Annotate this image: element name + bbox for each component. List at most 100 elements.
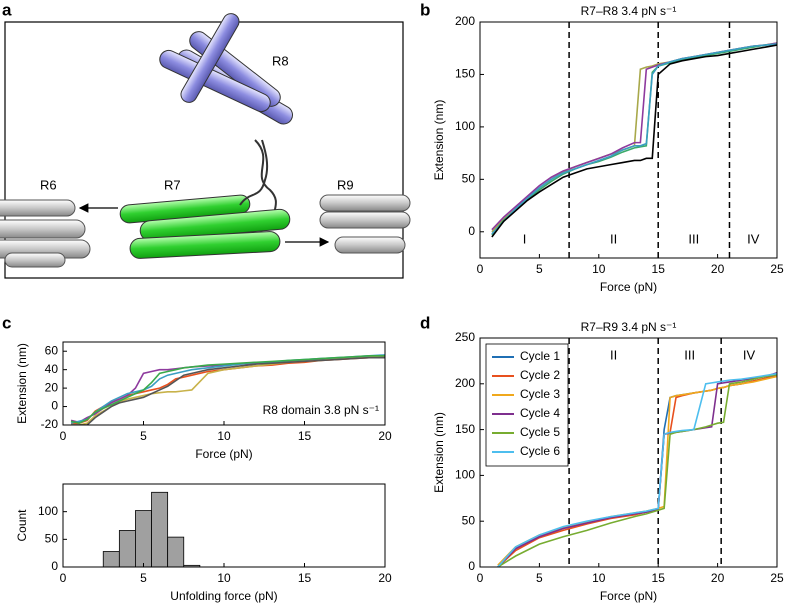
panel-label: b [420,0,430,19]
y-tick-label: 60 [45,343,59,357]
y-tick-label: 200 [455,14,475,28]
y-tick-label: 100 [455,119,475,133]
x-tick-label: 15 [298,429,312,443]
y-axis-label: Count [15,509,29,542]
structure-panel: R8 R6 R7 R9 [0,13,411,279]
region-label: III [688,231,699,246]
data-line [497,375,777,566]
y-tick-label: 0 [468,224,475,238]
data-line [491,43,777,235]
y-tick-label: 100 [455,468,475,482]
legend-label: Cycle 3 [520,387,560,401]
y-tick-label: 50 [45,532,59,546]
x-tick-label: 20 [711,571,725,585]
x-tick-label: 20 [378,571,392,585]
domain-label: R8 [272,53,289,68]
histogram-bar [151,491,169,567]
data-line [491,44,777,238]
chart-title: R7–R8 3.4 pN s⁻¹ [581,4,677,18]
plot-area [491,22,777,258]
x-tick-label: 20 [711,262,725,276]
region-label: IV [743,347,756,362]
data-line [491,43,777,236]
histogram-bar [167,536,185,567]
y-tick-label: 100 [38,504,58,518]
region-label: IV [747,231,760,246]
y-axis-label: Extension (nm) [15,343,29,424]
annotation: R8 domain 3.8 pN s⁻¹ [263,403,379,417]
legend-label: Cycle 4 [520,406,560,420]
data-line [491,42,777,233]
axes-frame [62,341,386,426]
region-label: II [610,231,617,246]
y-tick-label: 0 [468,559,475,573]
y-axis-label: Extension (nm) [432,412,446,493]
y-tick-label: 0 [51,399,58,413]
domain-label: R7 [164,177,181,192]
data-line [497,373,777,567]
x-axis-label: Force (pN) [600,280,657,294]
x-tick-label: 0 [477,571,484,585]
y-axis-label: Extension (nm) [432,100,446,181]
x-tick-label: 5 [140,571,147,585]
legend-label: Cycle 6 [520,444,560,458]
y-tick-label: 20 [45,380,59,394]
y-tick-label: 40 [45,362,59,376]
region-label: II [610,347,617,362]
r8-helices [159,13,293,226]
x-tick-label: 5 [140,429,147,443]
domain-label: R6 [40,177,57,192]
y-tick-label: 200 [455,376,475,390]
y-tick-label: 50 [462,172,476,186]
x-tick-label: 15 [652,571,666,585]
domain-label: R9 [337,177,354,192]
x-tick-label: 15 [652,262,666,276]
histogram-bar [135,510,152,567]
data-line [70,355,385,424]
x-axis-label: Force (pN) [195,447,252,461]
x-tick-label: 20 [378,429,392,443]
x-tick-label: 0 [60,429,67,443]
y-tick-label: 150 [455,67,475,81]
data-line [497,372,777,567]
histogram-bar [183,564,201,567]
x-axis-label: Unfolding force (pN) [170,589,277,603]
plot-area [497,338,777,567]
legend-box [485,343,569,467]
y-tick-label: 250 [455,330,475,344]
x-tick-label: 10 [217,571,231,585]
y-tick-label: 50 [462,513,476,527]
legend-label: Cycle 5 [520,425,560,439]
r7-helices [119,139,291,259]
x-tick-label: 5 [536,262,543,276]
panel-label: c [2,313,11,332]
x-tick-label: 0 [477,262,484,276]
r6-helices [0,199,91,268]
x-tick-label: 0 [60,571,67,585]
histogram-bar [102,551,120,567]
panel-label: d [420,313,430,332]
chart-title: R7–R9 3.4 pN s⁻¹ [581,320,677,334]
x-tick-label: 5 [536,571,543,585]
legend: Cycle 1 Cycle 2 Cycle 3 Cycle 4 Cycle 5 Cycle… [485,343,569,467]
r9-helices [319,194,411,254]
data-line [71,356,385,425]
x-tick-label: 10 [592,571,606,585]
axes-frame [479,337,778,568]
x-tick-label: 25 [770,571,784,585]
legend-label: Cycle 1 [520,349,560,363]
y-tick-label: 150 [455,422,475,436]
x-tick-label: 10 [592,262,606,276]
y-tick-label: 0 [51,559,58,573]
histogram-bar [118,530,136,567]
x-axis-label: Force (pN) [600,589,657,603]
legend-label: Cycle 2 [520,368,560,382]
x-tick-label: 10 [217,429,231,443]
axes-frame [479,21,778,259]
x-tick-label: 25 [770,262,784,276]
axes-frame [62,483,386,568]
plot-area [70,354,385,425]
